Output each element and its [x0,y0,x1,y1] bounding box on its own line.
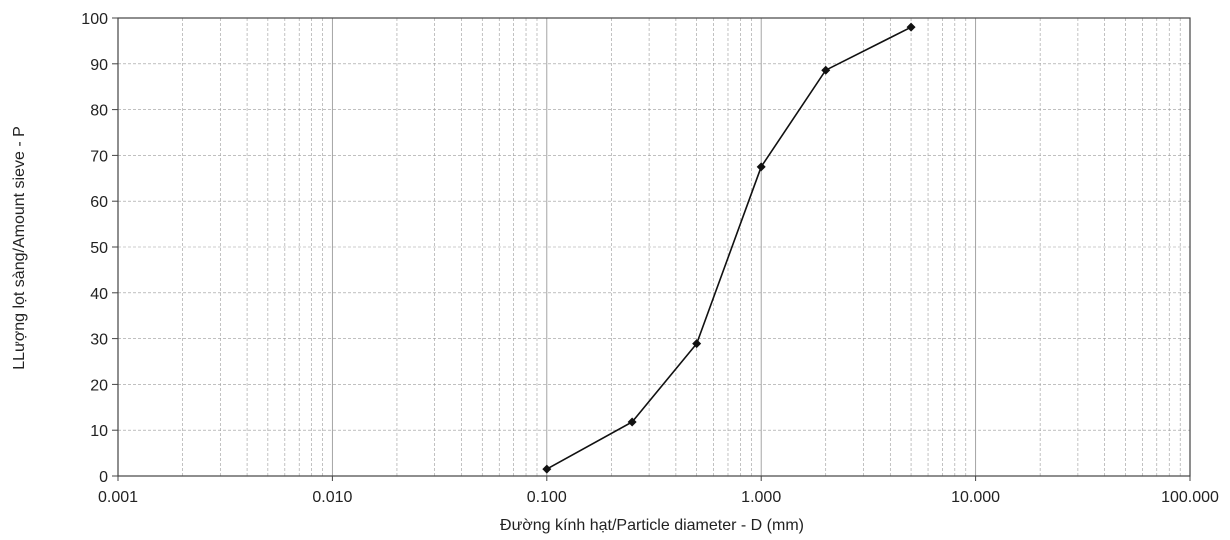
data-point-marker [906,22,916,32]
data-point-marker [627,417,637,427]
y-tick-label: 90 [90,57,108,74]
y-tick-label: 20 [90,377,108,394]
x-tick-label: 1.000 [741,489,781,506]
data-point-marker [542,464,552,474]
x-tick-label: 0.001 [98,489,138,506]
y-tick-label: 80 [90,103,108,120]
y-tick-label: 0 [99,469,108,486]
data-point-marker [756,162,766,172]
y-axis-label: LLượng lọt sàng/Amount sieve - P [11,126,28,370]
x-tick-label: 10.000 [951,489,1000,506]
x-axis-ticks: 0.001 0.010 0.100 1.000 10.000 100.000 [98,476,1219,506]
y-tick-label: 10 [90,423,108,440]
y-tick-label: 60 [90,194,108,211]
y-tick-label: 50 [90,240,108,257]
x-tick-label: 0.010 [312,489,352,506]
y-tick-label: 30 [90,332,108,349]
series-line [546,26,912,470]
y-axis-ticks: 0 10 20 30 40 50 60 70 80 90 100 [81,11,118,486]
series-markers [542,22,916,474]
y-tick-label: 40 [90,286,108,303]
y-tick-label: 70 [90,148,108,165]
data-point-marker [821,65,831,75]
x-tick-label: 0.100 [527,489,567,506]
grid-layer [117,17,1190,477]
data-point-marker [692,339,702,349]
y-tick-label: 100 [81,11,108,28]
x-axis-label: Đường kính hạt/Particle diameter - D (mm… [500,517,804,534]
x-tick-label: 100.000 [1161,489,1219,506]
